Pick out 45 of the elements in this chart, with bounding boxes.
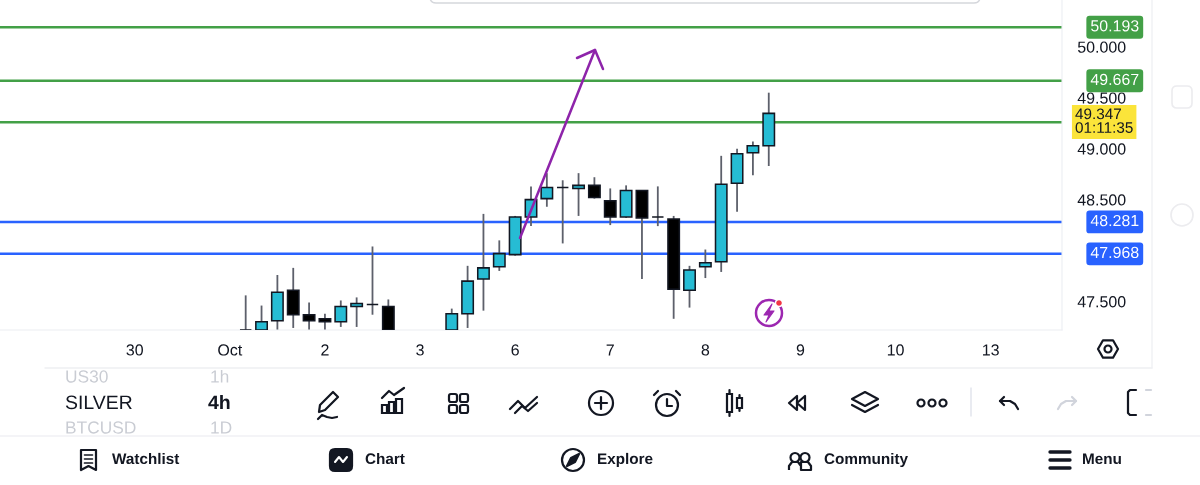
- y-tick-label: 50.000: [1077, 41, 1126, 53]
- candlestick: [350, 296, 364, 328]
- candlestick: [556, 179, 570, 245]
- text: Chart: [365, 452, 405, 465]
- x-tick-label: 9: [796, 344, 805, 356]
- x-tick-label: 13: [983, 344, 999, 356]
- x-tick-label: 30: [126, 344, 143, 356]
- candlestick: [698, 248, 712, 279]
- candlestick: [302, 301, 316, 330]
- y-tick-label: 48.500: [1077, 194, 1126, 206]
- text: Explore: [598, 452, 653, 468]
- candlestick: [476, 212, 490, 312]
- candlestick: [255, 304, 269, 330]
- text: Menu: [1083, 453, 1121, 465]
- ref-line-label: 48.281: [1090, 214, 1139, 227]
- y-tick-label: 47.500: [1077, 296, 1126, 308]
- text: Community: [824, 452, 908, 468]
- candlestick: [381, 298, 395, 330]
- candlestick: [746, 140, 760, 177]
- x-tick-label: 6: [511, 344, 519, 356]
- candlestick: [683, 264, 696, 309]
- y-tick-label: 49.000: [1077, 143, 1126, 155]
- candlestick: [651, 185, 665, 228]
- x-tick-label: Oct: [218, 344, 243, 356]
- ref-line-label: 49.667: [1090, 73, 1139, 86]
- x-tick-label: 8: [701, 344, 710, 356]
- candlestick: [603, 187, 617, 226]
- x-tick-label: 2: [321, 344, 329, 356]
- candlestick: [587, 176, 601, 200]
- candlestick: [366, 245, 379, 316]
- candlestick: [540, 172, 554, 208]
- ref-line-label: 47.968: [1090, 246, 1139, 259]
- text: Watchlist: [112, 452, 180, 465]
- text: 4h: [208, 394, 230, 410]
- text: 49.347 01:11:35: [1075, 108, 1133, 133]
- ref-line-label: 50.193: [1090, 20, 1139, 32]
- y-tick-label: 49.500: [1077, 92, 1126, 104]
- x-tick-label: 10: [887, 344, 904, 356]
- candlestick: [572, 172, 586, 217]
- text: SILVER: [65, 395, 132, 410]
- x-tick-label: 7: [606, 344, 614, 356]
- candlestick: [334, 299, 348, 328]
- x-tick-label: 3: [416, 344, 424, 356]
- candlestick: [239, 294, 253, 330]
- candlestick: [492, 239, 506, 272]
